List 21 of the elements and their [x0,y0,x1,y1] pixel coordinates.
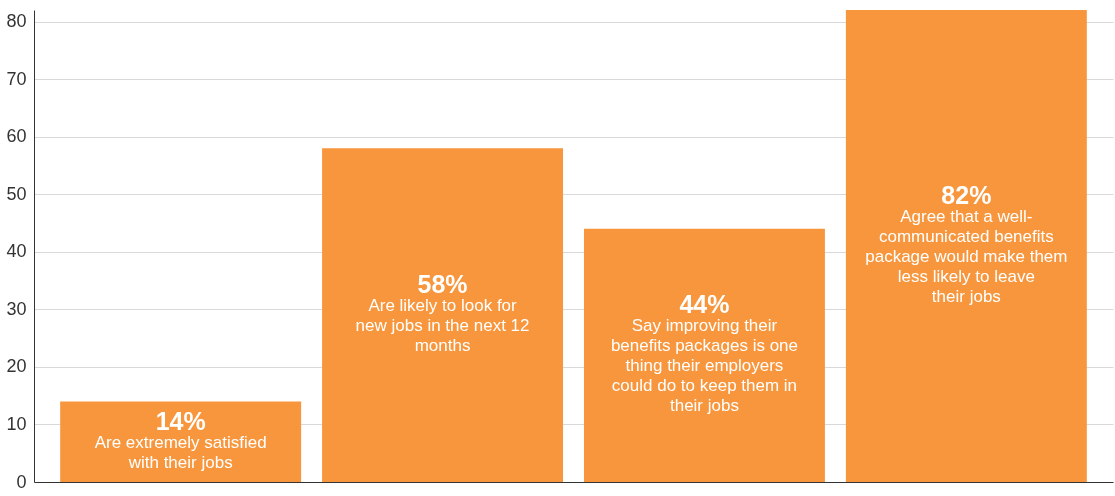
y-tick-label: 40 [6,241,27,262]
data-label: 82% [941,181,992,209]
data-label: 44% [679,290,730,319]
y-tick-label: 20 [6,356,27,377]
bar [60,401,302,482]
bar [845,10,1087,482]
y-tick-label: 70 [6,68,27,89]
y-tick-label: 30 [6,298,27,319]
y-tick-label: 80 [6,11,27,32]
y-tick-label: 60 [6,126,27,147]
x-tick-label: Say improving their benefits packages is one thing their employers could do to keep them in their jobs [610,316,799,416]
y-tick-label: 10 [6,413,27,434]
y-tick-label: 0 [16,471,27,492]
x-tick-label: Agree that a well-communicated benefits package would make them less likely to leave their jobs [865,207,1068,306]
data-label: 58% [417,270,468,299]
bar [583,228,825,482]
bar [322,148,564,482]
data-label: 14% [155,406,206,435]
y-tick-label: 50 [6,183,27,204]
x-tick-label: Are likely to look for new jobs in the next 12 months [355,296,530,356]
x-tick-label: Are extremely satisfied with their jobs [94,432,267,472]
